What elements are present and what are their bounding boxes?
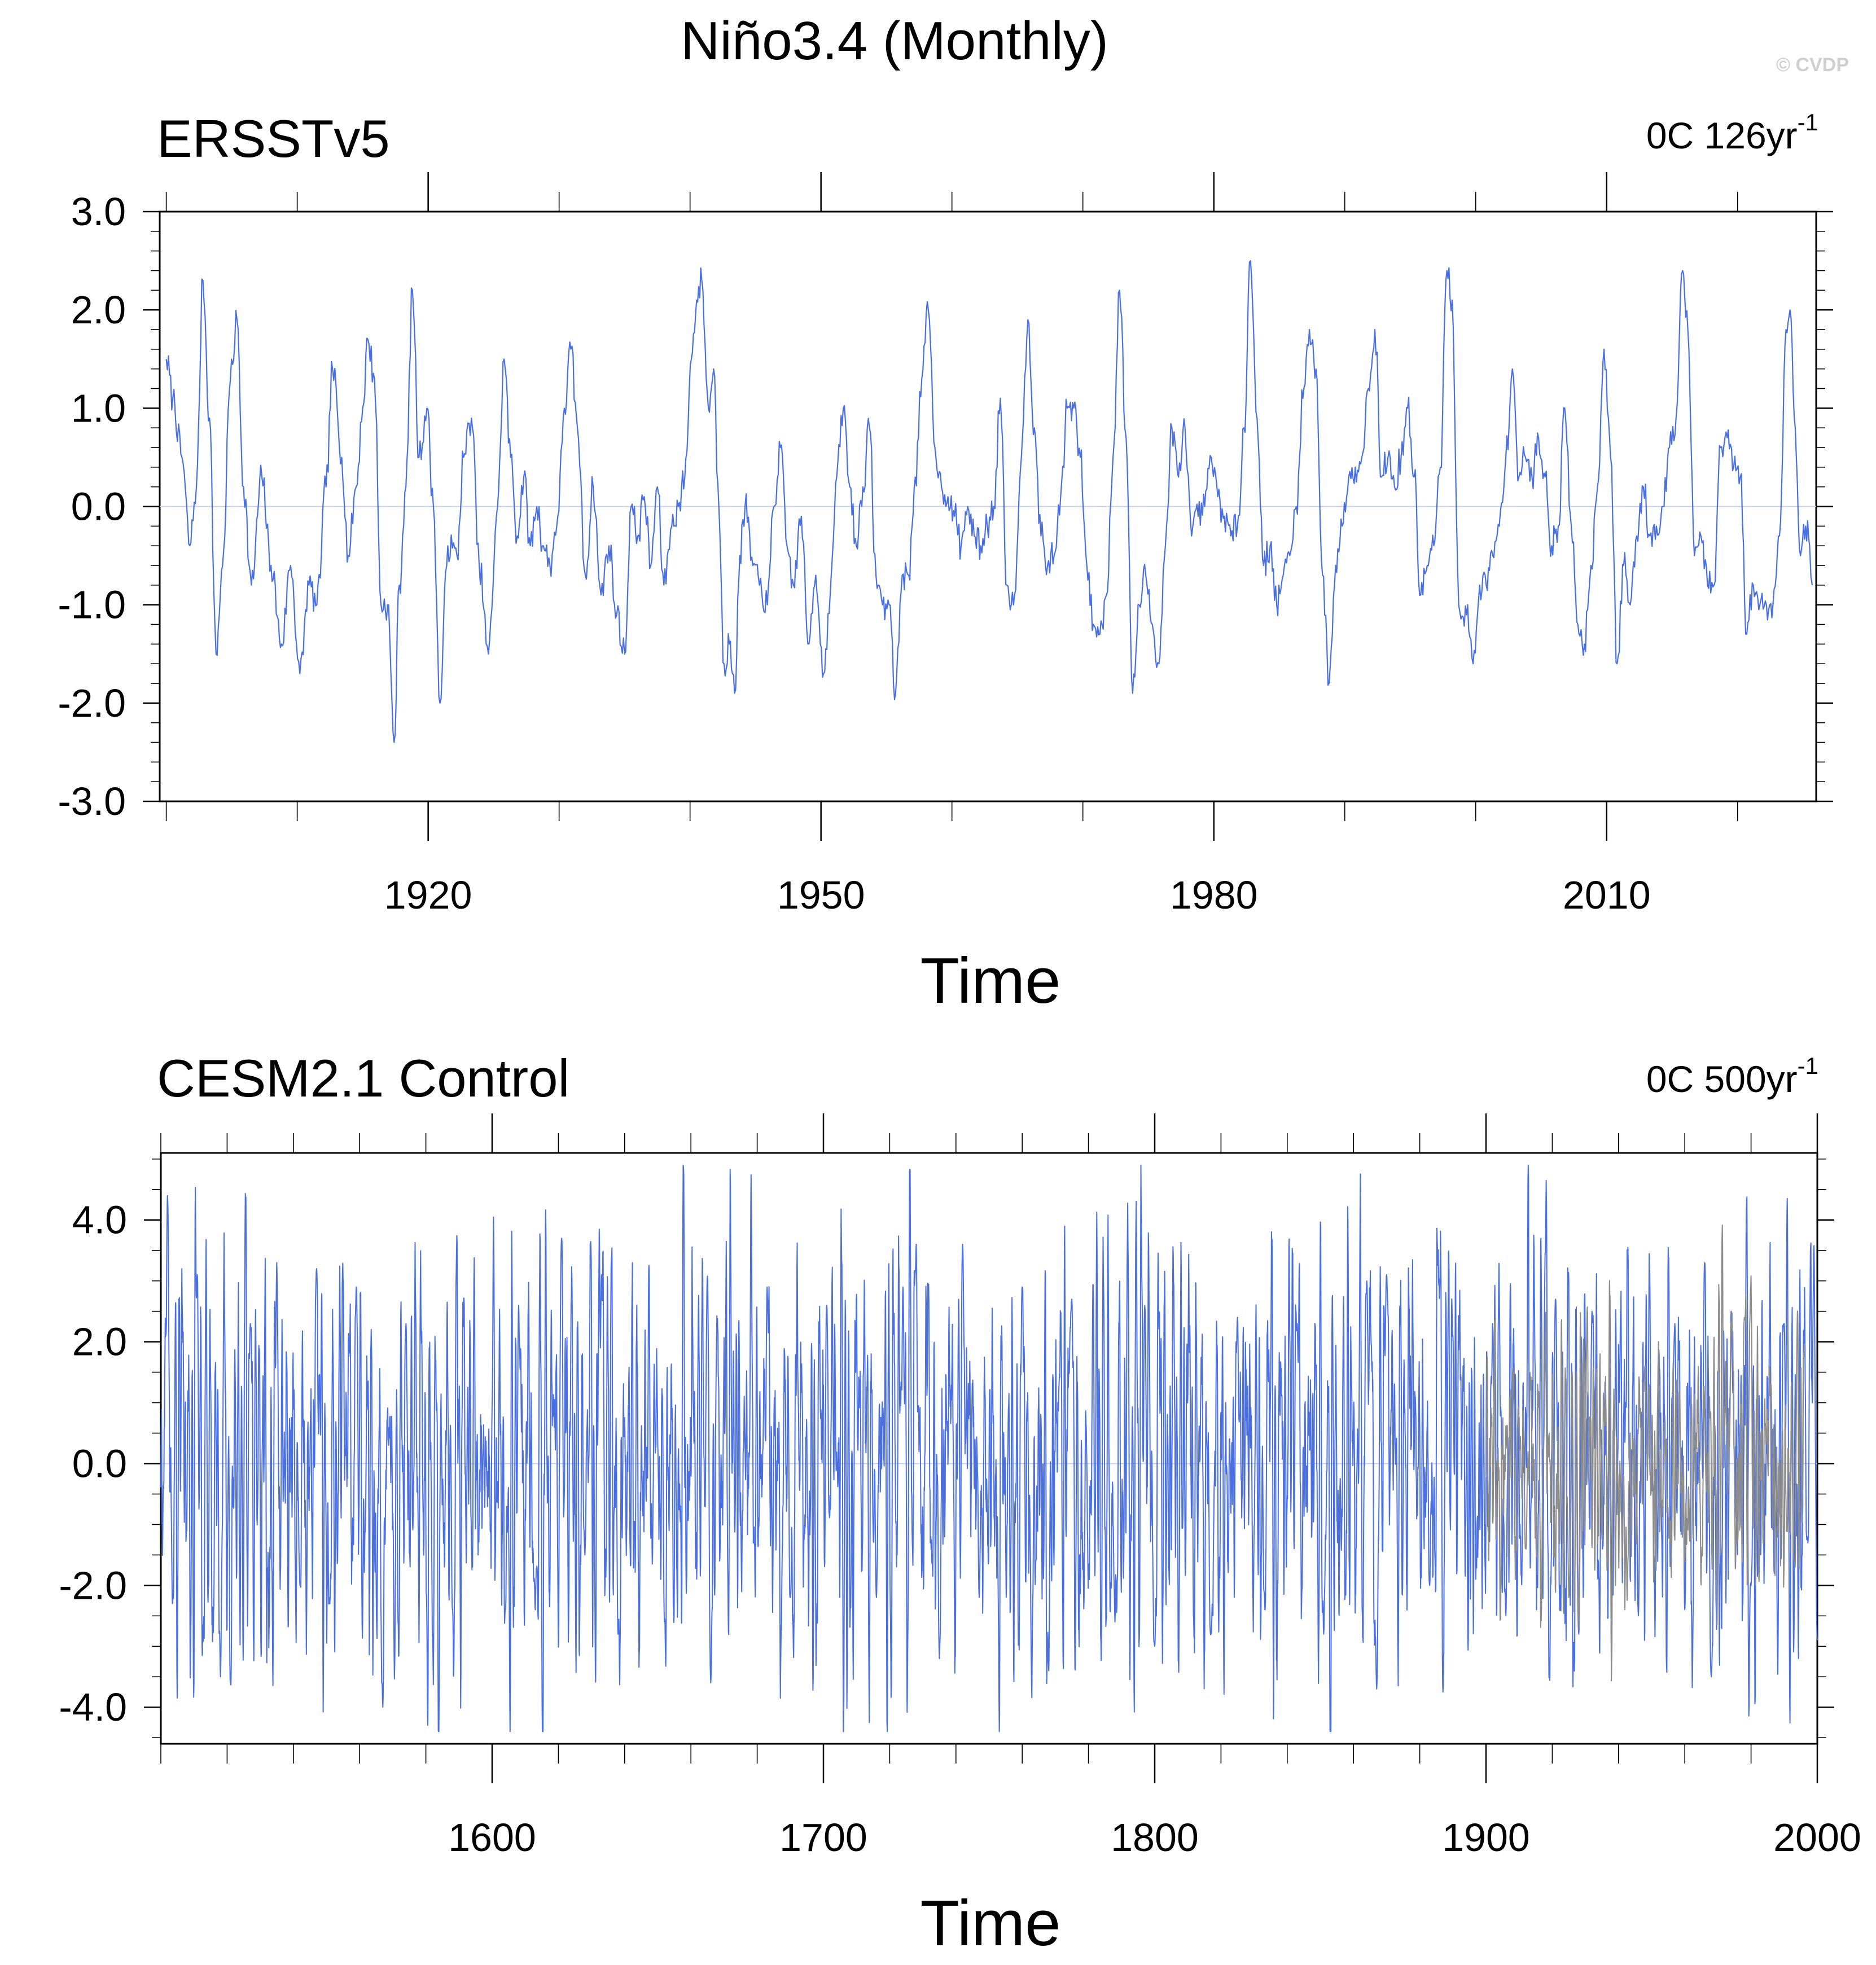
- x-tick-label: 1700: [779, 1815, 867, 1859]
- x-tick-label: 1600: [448, 1815, 536, 1859]
- y-tick-label: 2.0: [72, 1320, 127, 1364]
- observation-overlay-line: [1485, 1224, 1805, 1682]
- x-tick-label: 1980: [1170, 873, 1258, 917]
- x-tick-label: 1900: [1442, 1815, 1530, 1859]
- series-line-cesm21-control: [160, 1164, 1818, 1732]
- y-tick-label: -1.0: [58, 583, 126, 627]
- x-tick-label: 2000: [1773, 1815, 1861, 1859]
- y-tick-label: 0.0: [72, 1441, 127, 1485]
- y-ticks-ersstv5: 3.0 2.0 1.0 0.0 -1.0 -2.0 -3.0: [58, 190, 1833, 823]
- cvdp-watermark: © CVDP: [1776, 54, 1849, 76]
- y-tick-label: 2.0: [71, 288, 126, 332]
- x-tick-label: 2010: [1563, 873, 1651, 917]
- y-tick-label: -4.0: [59, 1685, 127, 1729]
- plot-area-ersstv5: 3.0 2.0 1.0 0.0 -1.0 -2.0 -3.0 1920 1950 1980 201…: [58, 172, 1833, 917]
- y-tick-label: 4.0: [72, 1198, 127, 1242]
- y-tick-label: 0.0: [71, 485, 126, 529]
- panel-ersstv5: ERSSTv5 0C 126yr-1 3.0 2.0 1.0 0.0 -1.0 -2.0 -…: [58, 109, 1833, 1017]
- y-tick-label: 1.0: [71, 386, 126, 430]
- x-axis-label-ersstv5: Time: [920, 945, 1060, 1017]
- y-ticks-cesm21-control: 4.0 2.0 0.0 -2.0 -4.0: [59, 1158, 1834, 1739]
- panel-title-cesm21-control: CESM2.1 Control: [157, 1049, 569, 1108]
- panel-title-ersstv5: ERSSTv5: [157, 109, 390, 168]
- panel-info-cesm21-control: 0C 500yr-1: [1646, 1052, 1818, 1100]
- y-tick-label: -3.0: [58, 779, 126, 823]
- x-tick-label: 1920: [384, 873, 472, 917]
- figure-title: Niño3.4 (Monthly): [681, 11, 1108, 71]
- x-ticks-ersstv5: 1920 1950 1980 2010: [165, 172, 1738, 917]
- x-ticks-cesm21-control: 1600 1700 1800 1900 2000: [160, 1113, 1861, 1859]
- y-tick-label: -2.0: [59, 1563, 127, 1607]
- series-line-ersstv5: [165, 260, 1813, 743]
- x-axis-label-cesm21-control: Time: [920, 1888, 1060, 1959]
- x-tick-label: 1950: [777, 873, 865, 917]
- panel-info-ersstv5: 0C 126yr-1: [1646, 109, 1818, 156]
- panel-cesm21-control: CESM2.1 Control 0C 500yr-1 4.0 2.0 0.0 -2.0…: [59, 1049, 1861, 1959]
- y-tick-label: 3.0: [71, 190, 126, 234]
- plot-area-cesm21-control: 4.0 2.0 0.0 -2.0 -4.0 1600 1700 1800 1900 2000: [59, 1113, 1861, 1859]
- y-tick-label: -2.0: [58, 681, 126, 725]
- x-tick-label: 1800: [1111, 1815, 1199, 1859]
